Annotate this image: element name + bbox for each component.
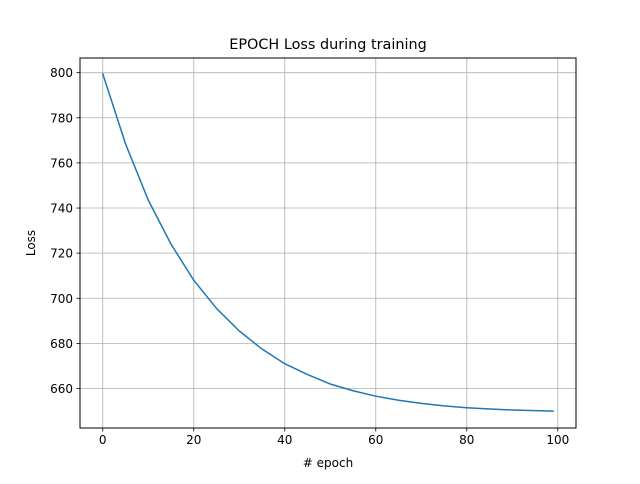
loss-series-line [102, 73, 554, 412]
chart-title: EPOCH Loss during training [229, 37, 426, 53]
plot-area [102, 73, 554, 412]
y-tick-label: 680 [50, 337, 73, 351]
y-axis-label: Loss [24, 230, 38, 256]
x-tick-label: 20 [186, 433, 201, 447]
x-tick-label: 40 [277, 433, 292, 447]
y-tick-label: 720 [50, 247, 73, 261]
grid [80, 58, 576, 428]
y-tick-label: 740 [50, 202, 73, 216]
x-tick-label: 80 [459, 433, 474, 447]
x-tick-label: 60 [368, 433, 383, 447]
y-tick-label: 660 [50, 382, 73, 396]
x-tick-label: 0 [99, 433, 107, 447]
x-axis-label: # epoch [303, 456, 353, 470]
y-tick-label: 700 [50, 292, 73, 306]
x-tick-label: 100 [546, 433, 569, 447]
y-tick-label: 800 [50, 66, 73, 80]
y-tick-label: 780 [50, 111, 73, 125]
y-tick-label: 760 [50, 156, 73, 170]
axes-frame [79, 57, 577, 429]
ticks: 0 20 40 60 80 100 660 680 700 720 740 760 780 800 [50, 66, 569, 447]
